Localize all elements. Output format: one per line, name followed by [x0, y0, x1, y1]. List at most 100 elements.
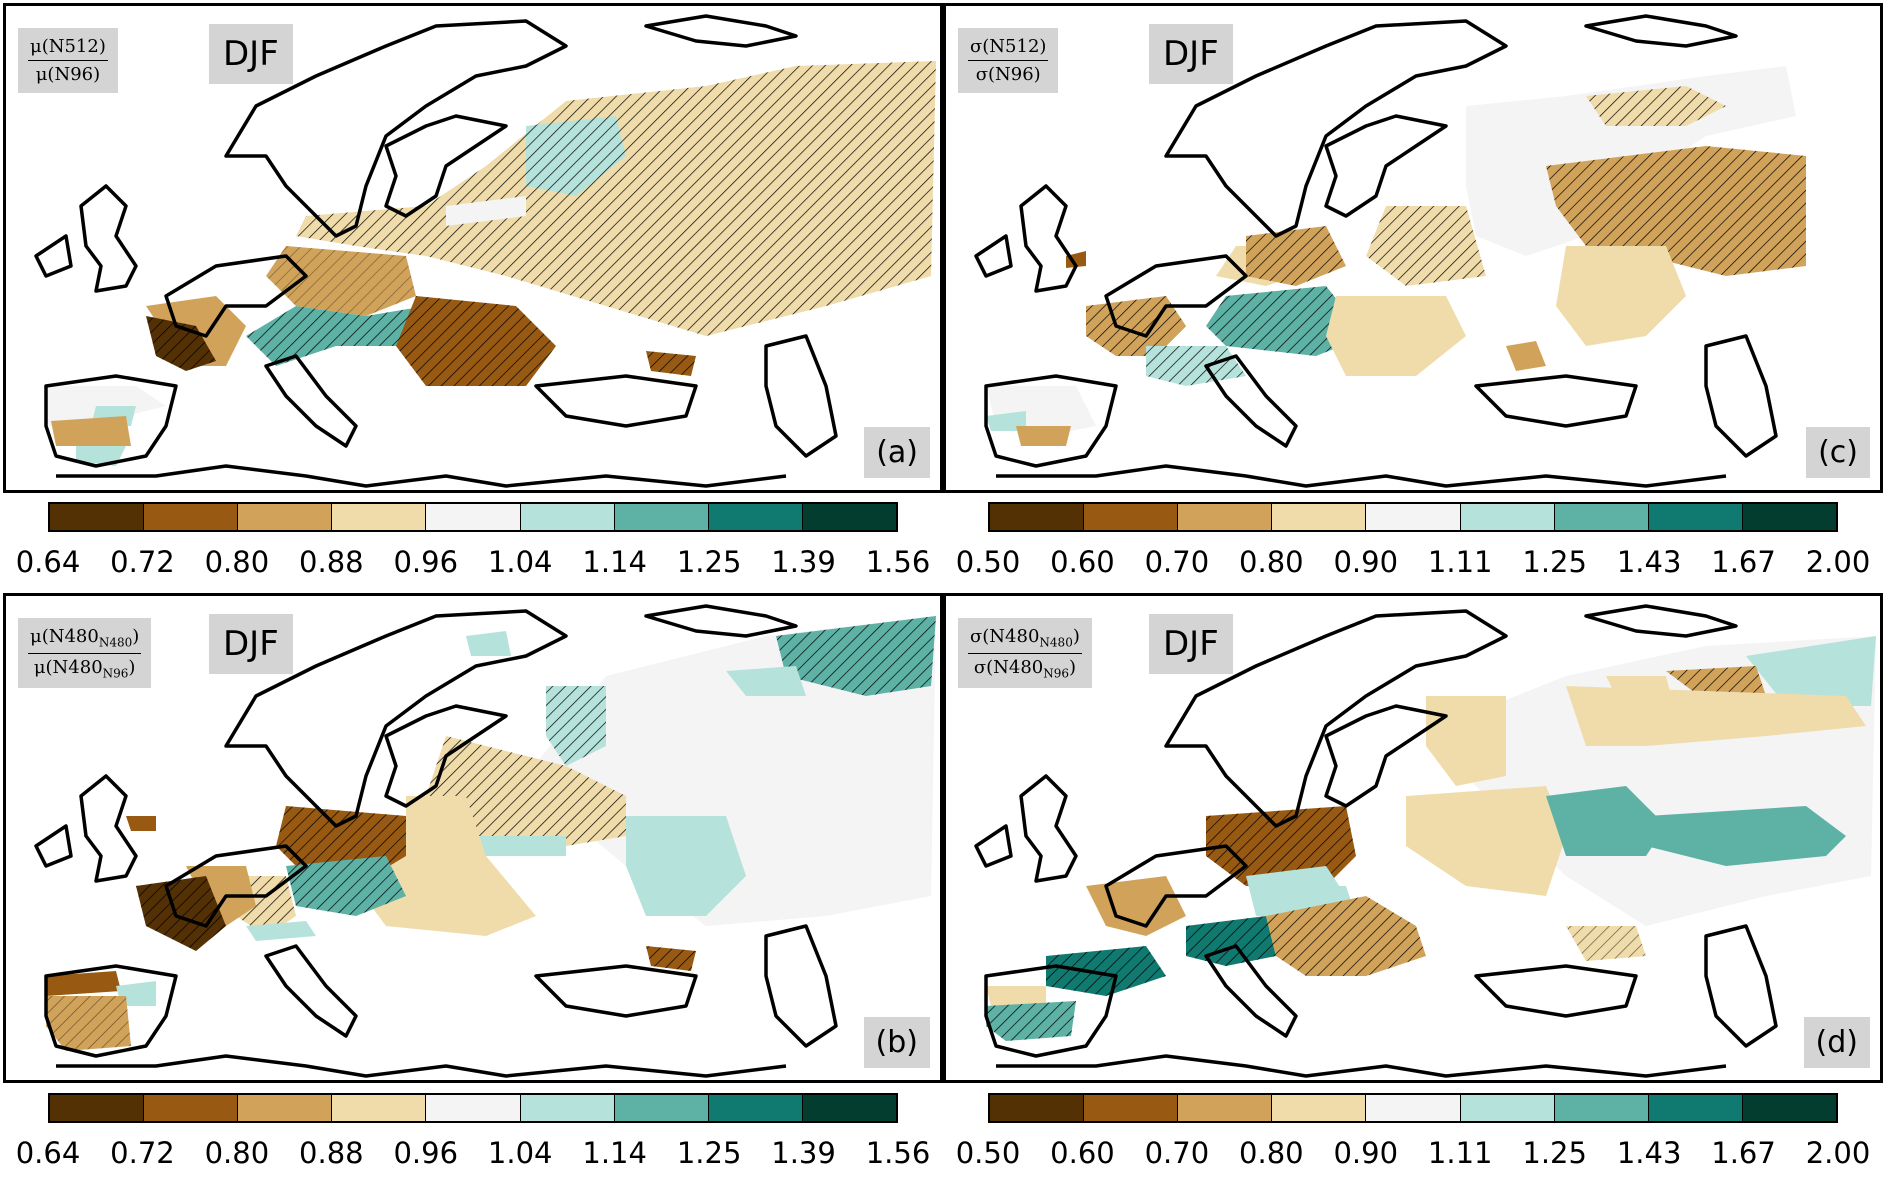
- colorbar-tick-label: 0.88: [299, 545, 364, 579]
- coastlines-c: [974, 14, 1778, 488]
- colorbar-tick-label: 1.39: [771, 1136, 836, 1170]
- colorbar-segment: [1554, 504, 1649, 530]
- colorbar-tick-label: 0.70: [1144, 545, 1210, 579]
- colorbar-tick-label: 1.25: [676, 1136, 742, 1170]
- colorbar-segment: [1648, 504, 1743, 530]
- colorbar-segment: [1742, 1095, 1836, 1121]
- colorbar-tick-label: 0.50: [955, 545, 1021, 579]
- colorbar-segment: [1084, 504, 1179, 530]
- colorbar-segment: [426, 1095, 521, 1121]
- season-label: DJF: [209, 24, 293, 84]
- colorbar-tick-label: 1.04: [487, 1136, 553, 1170]
- colorbar-segment: [802, 504, 896, 530]
- ratio-numerator: σ(N512): [968, 36, 1049, 61]
- panel-letter: (c): [1806, 427, 1870, 478]
- ratio-subscript: N96: [1043, 666, 1070, 681]
- colorbar-segment: [1178, 504, 1273, 530]
- ratio-label-c: σ(N512) σ(N96): [958, 28, 1059, 93]
- colorbar-tick-label: 1.14: [582, 545, 647, 579]
- colorbar-tick-label: 0.96: [393, 1136, 459, 1170]
- colorbar-segment: [1272, 1095, 1367, 1121]
- colorbar-segment: [1460, 1095, 1555, 1121]
- colorbar-segment: [426, 504, 521, 530]
- colorbar-tick-label: 1.11: [1427, 545, 1493, 579]
- map-d: [974, 604, 1876, 1078]
- ratio-label-b: μ(N480N480) μ(N480N96): [18, 618, 152, 689]
- ratio-numerator: μ(N480N480): [28, 626, 142, 654]
- ratio-subscript: N480: [1039, 635, 1073, 650]
- colorbar-ticks-mean-bottom: 0.64 0.72 0.80 0.88 0.96 1.04 1.14 1.25 1.39 1.56: [16, 1136, 931, 1170]
- colorbar-segment: [144, 1095, 239, 1121]
- map-b: [34, 604, 936, 1078]
- ratio-label-a: μ(N512) μ(N96): [18, 28, 118, 93]
- regions-b: [46, 616, 936, 1051]
- colorbar-tick-label: 1.43: [1616, 1136, 1682, 1170]
- regions-a: [46, 61, 936, 466]
- colorbar-segment: [144, 504, 239, 530]
- panel-letter: (a): [864, 427, 930, 478]
- colorbar-std-top: [988, 502, 1838, 532]
- colorbar-segment: [520, 1095, 615, 1121]
- colorbar-ticks-mean-top: 0.64 0.72 0.80 0.88 0.96 1.04 1.14 1.25 1.39 1.56: [16, 545, 931, 579]
- regions-c: [986, 66, 1806, 446]
- colorbar-tick-label: 1.25: [1522, 1136, 1587, 1170]
- colorbar-tick-label: 0.80: [1239, 1136, 1304, 1170]
- ratio-numerator: μ(N512): [28, 36, 108, 61]
- season-label: DJF: [209, 614, 293, 674]
- map-panel-d: σ(N480N480) σ(N480N96) DJF (d): [943, 593, 1883, 1083]
- colorbar-tick-label: 1.43: [1616, 545, 1682, 579]
- colorbar-tick-label: 0.90: [1333, 1136, 1399, 1170]
- colorbar-tick-label: 0.50: [955, 1136, 1021, 1170]
- coastlines-b: [34, 604, 838, 1078]
- colorbar-mean-bottom: [48, 1093, 898, 1123]
- colorbar-tick-label: 2.00: [1805, 545, 1871, 579]
- colorbar-tick-label: 0.72: [110, 545, 175, 579]
- colorbar-segment: [1366, 1095, 1461, 1121]
- colorbar-tick-label: 0.80: [1239, 545, 1304, 579]
- colorbar-tick-label: 1.39: [771, 545, 836, 579]
- map-c: [974, 14, 1806, 488]
- ratio-numerator: σ(N480N480): [968, 626, 1082, 654]
- colorbar-tick-label: 0.96: [393, 545, 459, 579]
- colorbar-tick-label: 0.60: [1050, 1136, 1115, 1170]
- colorbar-segment: [1366, 504, 1461, 530]
- colorbar-segment: [990, 504, 1085, 530]
- panel-letter: (b): [863, 1017, 930, 1068]
- panel-letter: (d): [1803, 1017, 1870, 1068]
- colorbar-tick-label: 1.14: [582, 1136, 647, 1170]
- colorbar-segment: [332, 1095, 427, 1121]
- colorbar-segment: [1648, 1095, 1743, 1121]
- colorbar-segment: [1460, 504, 1555, 530]
- colorbar-tick-label: 0.70: [1144, 1136, 1210, 1170]
- colorbar-tick-label: 1.56: [865, 545, 931, 579]
- colorbar-segment: [238, 504, 333, 530]
- ratio-label-d: σ(N480N480) σ(N480N96): [958, 618, 1092, 689]
- ratio-denominator: σ(N96): [975, 64, 1041, 85]
- colorbar-segment: [708, 504, 803, 530]
- colorbar-segment: [708, 1095, 803, 1121]
- colorbar-segment: [238, 1095, 333, 1121]
- colorbar-segment: [50, 1095, 145, 1121]
- colorbar-ticks-std-bottom: 0.50 0.60 0.70 0.80 0.90 1.11 1.25 1.43 1.67 2.00: [956, 1136, 1871, 1170]
- colorbar-tick-label: 0.64: [15, 1136, 81, 1170]
- colorbar-segment: [332, 504, 427, 530]
- regions-d: [986, 636, 1876, 1041]
- coastlines-d: [974, 604, 1778, 1078]
- colorbar-std-bottom: [988, 1093, 1838, 1123]
- colorbar-segment: [802, 1095, 896, 1121]
- colorbar-mean-top: [48, 502, 898, 532]
- colorbar-segment: [614, 1095, 709, 1121]
- colorbar-tick-label: 2.00: [1805, 1136, 1871, 1170]
- colorbar-tick-label: 1.67: [1711, 545, 1776, 579]
- colorbar-segment: [990, 1095, 1085, 1121]
- map-panel-c: σ(N512) σ(N96) DJF (c): [943, 3, 1883, 493]
- ratio-subscript: N96: [102, 666, 129, 681]
- colorbar-ticks-std-top: 0.50 0.60 0.70 0.80 0.90 1.11 1.25 1.43 1.67 2.00: [956, 545, 1871, 579]
- colorbar-tick-label: 1.25: [676, 545, 742, 579]
- colorbar-tick-label: 1.25: [1522, 545, 1587, 579]
- ratio-subscript: N480: [98, 635, 133, 650]
- colorbar-segment: [1554, 1095, 1649, 1121]
- colorbar-tick-label: 0.80: [204, 545, 270, 579]
- colorbar-tick-label: 0.88: [299, 1136, 364, 1170]
- colorbar-tick-label: 0.72: [110, 1136, 175, 1170]
